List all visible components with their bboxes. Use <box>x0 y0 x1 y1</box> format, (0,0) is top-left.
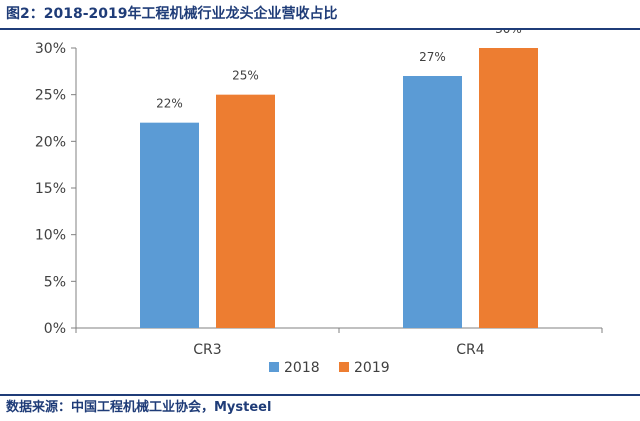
bars <box>140 48 538 329</box>
y-tick-label: 10% <box>35 228 66 244</box>
data-label: 22% <box>156 97 183 111</box>
data-label: 25% <box>232 69 259 83</box>
y-tick-label: 15% <box>35 181 66 197</box>
bar <box>479 48 538 328</box>
x-tick-label: CR3 <box>193 342 221 358</box>
source-divider <box>0 394 640 396</box>
legend-swatch <box>269 362 279 372</box>
y-tick-label: 20% <box>35 134 66 150</box>
figure-title: 图2：2018-2019年工程机械行业龙头企业营收占比 <box>6 6 338 22</box>
legend: 2018 2019 <box>269 360 390 376</box>
y-axis: 0% 5% 10% 15% 20% 25% 30% <box>35 41 77 337</box>
bar <box>403 76 462 328</box>
title-divider <box>0 28 640 30</box>
data-labels: 22% 25% 27% 30% <box>156 30 522 111</box>
x-axis: CR3 CR4 <box>75 327 603 358</box>
x-tick-label: CR4 <box>456 342 485 358</box>
bar <box>216 94 275 329</box>
legend-swatch <box>339 362 349 372</box>
y-tick-label: 0% <box>44 321 66 337</box>
data-label: 27% <box>419 50 446 64</box>
y-tick-label: 5% <box>44 274 66 290</box>
bar <box>140 122 199 329</box>
legend-label: 2018 <box>284 360 320 376</box>
data-label: 30% <box>495 30 522 36</box>
legend-label: 2019 <box>354 360 390 376</box>
source-note: 数据来源：中国工程机械工业协会，Mysteel <box>6 400 272 415</box>
y-tick-label: 25% <box>35 88 66 104</box>
y-tick-label: 30% <box>35 41 66 57</box>
